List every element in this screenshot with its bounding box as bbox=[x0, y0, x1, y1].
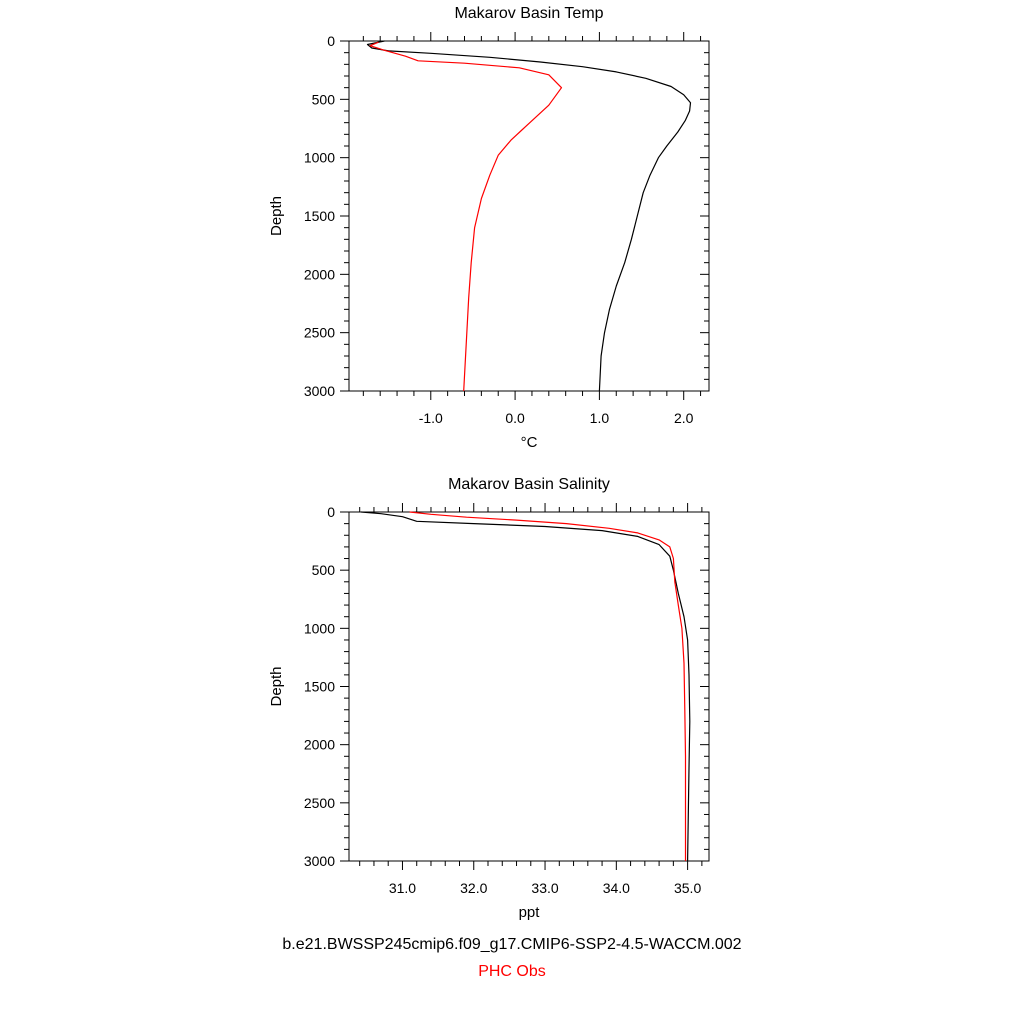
y-tick-label: 0 bbox=[327, 33, 335, 49]
y-tick-label: 500 bbox=[312, 562, 336, 578]
y-tick-label: 1500 bbox=[304, 679, 335, 695]
y-tick-label: 3000 bbox=[304, 853, 335, 869]
y-axis-label: Depth bbox=[268, 666, 285, 706]
model-run-caption: b.e21.BWSSP245cmip6.f09_g17.CMIP6-SSP2-4… bbox=[282, 936, 742, 953]
chart-title: Makarov Basin Temp bbox=[454, 5, 603, 22]
x-tick-label: 31.0 bbox=[389, 880, 416, 896]
x-axis-label: ppt bbox=[519, 904, 541, 921]
x-tick-label: 34.0 bbox=[603, 880, 630, 896]
x-axis-label: °C bbox=[521, 434, 538, 451]
y-tick-label: 1000 bbox=[304, 150, 335, 166]
chart-title: Makarov Basin Salinity bbox=[448, 476, 610, 493]
x-tick-label: 33.0 bbox=[531, 880, 558, 896]
obs-series-line bbox=[409, 511, 687, 861]
x-tick-label: 2.0 bbox=[674, 410, 694, 426]
chart-panel-1: Makarov Basin Temp 0 500 1000 1500 2000 2500 30… bbox=[268, 5, 710, 451]
y-tick-label: 3000 bbox=[304, 383, 335, 399]
model-series-line bbox=[366, 40, 692, 392]
model-series-line bbox=[361, 511, 691, 862]
y-tick-label: 1500 bbox=[304, 208, 335, 224]
x-tick-label: -1.0 bbox=[419, 410, 443, 426]
y-tick-label: 2500 bbox=[304, 325, 335, 341]
plot-frame bbox=[348, 511, 710, 862]
y-tick-label: 2000 bbox=[304, 737, 335, 753]
obs-caption: PHC Obs bbox=[478, 963, 546, 980]
x-tick-label: 1.0 bbox=[590, 410, 610, 426]
obs-series-line bbox=[369, 41, 563, 392]
x-tick-label: 0.0 bbox=[505, 410, 525, 426]
plot-frame bbox=[348, 40, 710, 392]
y-tick-label: 0 bbox=[327, 504, 335, 520]
x-tick-label: 32.0 bbox=[460, 880, 487, 896]
chart-panel-2: Makarov Basin Salinity 0 500 1000 1500 2000 25… bbox=[268, 476, 710, 921]
x-tick-label: 35.0 bbox=[674, 880, 701, 896]
y-tick-label: 1000 bbox=[304, 620, 335, 636]
y-tick-label: 2500 bbox=[304, 795, 335, 811]
y-tick-label: 500 bbox=[312, 91, 336, 107]
y-tick-label: 2000 bbox=[304, 266, 335, 282]
y-axis-label: Depth bbox=[268, 196, 285, 236]
